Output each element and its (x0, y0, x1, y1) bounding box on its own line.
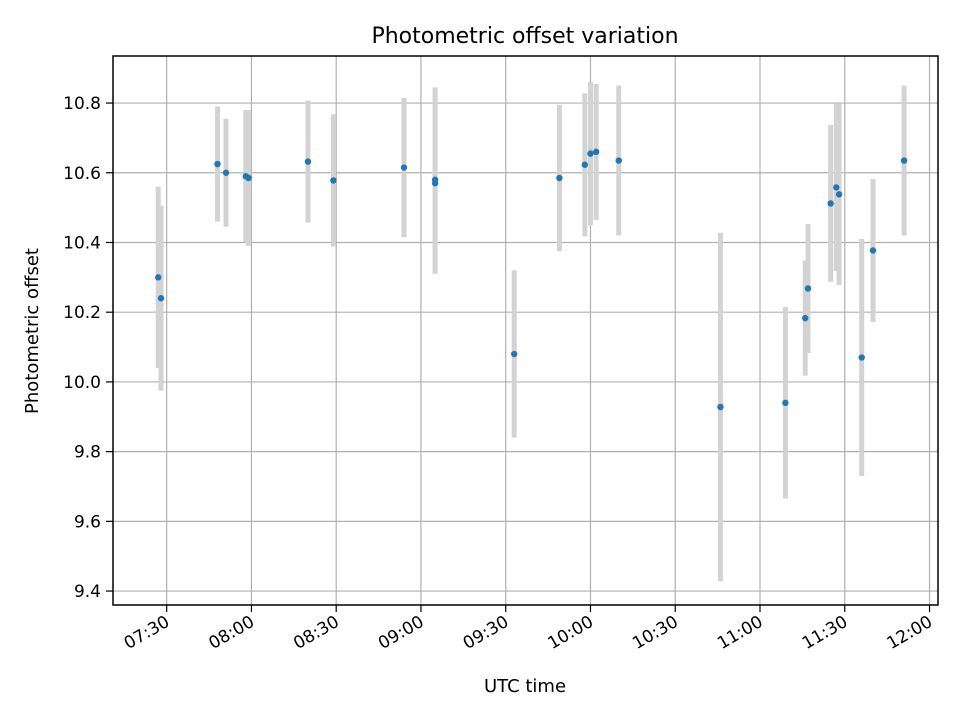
data-point (587, 150, 594, 157)
data-point (157, 295, 165, 302)
data-point (804, 285, 812, 292)
x-tick-label: 12:00 (884, 612, 936, 654)
data-point (592, 148, 600, 156)
y-tick-label: 10.6 (63, 164, 101, 184)
x-tick-label: 10:00 (545, 612, 597, 654)
data-point (900, 157, 908, 164)
grid (113, 56, 938, 605)
data-point (858, 354, 865, 361)
data-point (782, 399, 789, 407)
data-point (717, 403, 724, 411)
x-tick-label: 10:30 (629, 612, 681, 654)
plot-frame (112, 55, 939, 606)
y-tick-label: 10.0 (63, 373, 101, 393)
y-tick-label: 10.2 (63, 303, 101, 323)
data-point (214, 160, 221, 168)
data-point (835, 191, 843, 198)
data-point (615, 157, 622, 164)
data-points (155, 148, 908, 411)
y-axis-ticks: 9.4 9.6 9.8 10.0 10.2 10.4 10.6 10.8 (63, 94, 113, 602)
y-tick-label: 10.8 (63, 94, 101, 114)
data-point (510, 350, 518, 358)
data-point (330, 177, 337, 184)
x-tick-label: 11:30 (799, 612, 851, 654)
data-point (833, 184, 840, 191)
y-tick-label: 9.6 (74, 512, 101, 532)
y-tick-label: 9.4 (74, 582, 101, 602)
data-point (222, 169, 230, 176)
x-tick-label: 09:00 (375, 612, 427, 654)
chart-title: Photometric offset variation (371, 24, 678, 49)
x-tick-label: 08:30 (290, 612, 342, 654)
data-point (245, 174, 252, 182)
y-tick-label: 9.8 (74, 443, 101, 463)
data-point (827, 200, 834, 207)
data-point (556, 174, 563, 182)
data-point (581, 161, 589, 168)
data-point (400, 164, 408, 171)
x-tick-label: 07:30 (121, 612, 173, 654)
x-tick-label: 11:00 (714, 612, 766, 654)
y-axis-label: Photometric offset (22, 248, 43, 414)
data-point (304, 158, 312, 165)
x-axis-label: UTC time (484, 676, 566, 697)
y-tick-label: 10.4 (63, 233, 101, 253)
data-point (155, 274, 162, 281)
x-axis-ticks: 07:30 08:00 08:30 09:00 09:30 10:00 10:30 11:00… (121, 605, 936, 654)
x-tick-label: 08:00 (206, 612, 258, 654)
error-bars (155, 82, 907, 582)
data-point (869, 247, 877, 254)
x-tick-label: 09:30 (460, 612, 512, 654)
data-point (431, 176, 439, 183)
data-point (802, 314, 809, 322)
